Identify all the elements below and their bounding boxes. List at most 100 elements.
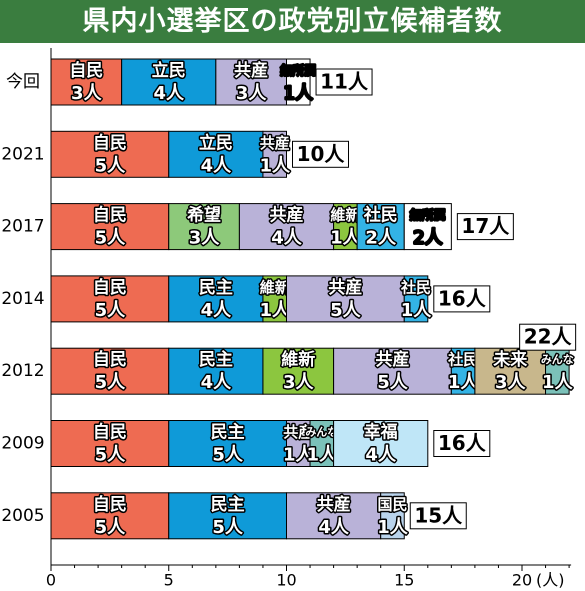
segment-value-label: 4人 <box>153 83 185 104</box>
row-label-2009: 2009 <box>1 434 44 454</box>
segment-party-label: 無所属 <box>280 63 316 78</box>
segment-value-label: 5人 <box>212 445 244 466</box>
total-label: 16人 <box>438 431 487 455</box>
bar-segment-国民 <box>380 492 405 540</box>
segment-party-label: みんな <box>541 353 574 366</box>
segment-party-label: 共産 <box>328 277 362 298</box>
segment-party-label: 社民 <box>363 205 398 226</box>
segment-value-label: 1人 <box>284 83 313 104</box>
total-box <box>409 502 467 530</box>
segment-party-label: 民主 <box>199 349 233 370</box>
title-band <box>0 0 585 43</box>
segment-value-label: 2人 <box>365 228 397 249</box>
row-label-2012: 2012 <box>1 361 44 381</box>
segment-value-label: 1人 <box>542 372 574 393</box>
bar-segment-無所属 <box>286 58 311 106</box>
segment-value-label: 4人 <box>318 517 350 538</box>
segment-value-label: 1人 <box>377 517 409 538</box>
segment-value-label: 4人 <box>271 228 303 249</box>
total-box <box>292 140 349 168</box>
segment-party-label: 共産 <box>317 494 351 515</box>
segment-party-label: 自民 <box>69 60 103 81</box>
segment-party-label: 共産 <box>270 205 304 226</box>
segment-party-label: 共産 <box>283 423 313 441</box>
segment-value-label: 4人 <box>365 445 397 466</box>
segment-value-label: 2人 <box>413 228 442 249</box>
bar-segment-民主 <box>168 275 264 323</box>
segment-value-label: 5人 <box>95 300 127 321</box>
segment-party-label: 共産 <box>375 349 409 370</box>
segment-party-label: 希望 <box>187 205 221 226</box>
segment-party-label: 民主 <box>211 494 245 515</box>
total-label: 15人 <box>414 503 463 527</box>
bar-segment-共産 <box>333 347 452 395</box>
x-tick-label-5: 5 <box>164 571 174 590</box>
segment-party-label: 民主 <box>211 422 245 443</box>
bar-segment-共産 <box>238 203 335 251</box>
segment-party-label: みんな <box>305 426 338 439</box>
bar-segment-未来 <box>474 347 547 395</box>
row-label-今回: 今回 <box>6 72 40 92</box>
segment-value-label: 1人 <box>401 300 433 321</box>
segment-value-label: 5人 <box>330 300 362 321</box>
segment-party-label: 幸福 <box>364 422 398 443</box>
bar-segment-無所属 <box>403 203 452 251</box>
x-tick-label-0: 0 <box>46 571 56 590</box>
total-box <box>519 323 577 351</box>
segment-value-label: 3人 <box>283 372 315 393</box>
segment-party-label: 無所属 <box>410 207 446 222</box>
segment-value-label: 5人 <box>95 517 127 538</box>
segment-party-label: 自民 <box>93 349 127 370</box>
segment-party-label: 国民 <box>377 495 407 513</box>
total-box <box>456 213 514 241</box>
segment-party-label: 立民 <box>199 132 233 153</box>
x-tick-label-15: 15 <box>394 571 414 590</box>
segment-value-label: 4人 <box>201 300 233 321</box>
row-label-2021: 2021 <box>1 144 44 164</box>
x-tick-label-20: 20 <box>512 571 532 590</box>
segment-value-label: 3人 <box>495 372 527 393</box>
segment-party-label: 共産 <box>260 134 290 152</box>
segment-value-label: 4人 <box>201 372 233 393</box>
chart-title: 県内小選挙区の政党別立候補者数 <box>82 6 503 37</box>
bar-segment-維新 <box>262 347 335 395</box>
segment-party-label: 社民 <box>447 351 478 369</box>
row-label-2017: 2017 <box>1 217 44 237</box>
bar-segment-立民 <box>168 130 264 178</box>
segment-party-label: 立民 <box>152 60 186 81</box>
segment-party-label: 未来 <box>492 349 528 370</box>
total-box <box>315 68 373 96</box>
x-axis-unit: (人) <box>536 571 565 590</box>
segment-party-label: 民主 <box>199 277 233 298</box>
total-label: 22人 <box>524 325 573 349</box>
bar-segment-自民 <box>50 492 170 540</box>
bar-segment-共産 <box>286 492 382 540</box>
bar-segment-自民 <box>50 203 170 251</box>
segment-party-label: 社民 <box>400 278 431 296</box>
row-label-2014: 2014 <box>1 289 44 309</box>
total-box <box>433 430 491 457</box>
bar-segment-共産 <box>215 58 288 106</box>
bar-segment-幸福 <box>333 420 429 467</box>
segment-value-label: 4人 <box>201 155 233 176</box>
segment-party-label: 自民 <box>93 494 127 515</box>
segment-value-label: 5人 <box>377 372 409 393</box>
bar-segment-社民 <box>356 203 405 251</box>
segment-party-label: 自民 <box>93 132 127 153</box>
bar-segment-自民 <box>50 58 123 106</box>
segment-value-label: 5人 <box>212 517 244 538</box>
segment-value-label: 5人 <box>95 372 127 393</box>
bar-segment-共産 <box>262 130 288 178</box>
total-box <box>433 285 491 313</box>
segment-value-label: 3人 <box>71 83 103 104</box>
segment-party-label: 維新 <box>260 278 290 296</box>
bar-segment-民主 <box>168 347 264 395</box>
total-label: 10人 <box>297 142 346 166</box>
segment-value-label: 3人 <box>189 228 221 249</box>
segment-party-label: 共産 <box>234 60 268 81</box>
segment-value-label: 5人 <box>95 445 127 466</box>
bar-segment-自民 <box>50 130 170 178</box>
segment-value-label: 5人 <box>95 155 127 176</box>
total-label: 17人 <box>461 214 510 238</box>
